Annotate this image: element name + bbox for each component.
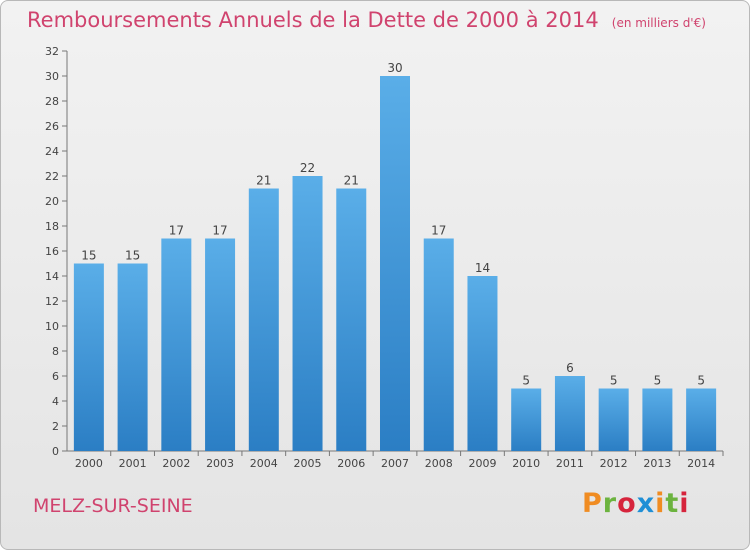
y-tick-label: 6 [52,370,59,383]
y-tick-label: 30 [45,70,59,83]
y-tick-label: 14 [45,270,59,283]
bar [511,388,542,451]
y-tick-label: 12 [45,295,59,308]
y-tick-label: 2 [52,420,59,433]
logo-letter: i [655,488,666,519]
bar [292,176,323,451]
commune-name: MELZ-SUR-SEINE [33,495,193,517]
bar [161,238,192,451]
bar-value-label: 15 [125,249,140,263]
bar-value-label: 17 [169,224,184,238]
x-tick-label: 2011 [556,457,584,470]
bar-value-label: 17 [431,224,446,238]
x-tick-label: 2000 [75,457,103,470]
bar-value-label: 30 [387,61,402,75]
bar-value-label: 5 [522,374,530,388]
bar [117,263,148,451]
y-tick-label: 24 [45,145,59,158]
y-tick-label: 28 [45,95,59,108]
bar-value-label: 21 [344,174,359,188]
chart-title-main: Remboursements Annuels de la Dette de 20… [27,8,599,32]
x-tick-label: 2003 [206,457,234,470]
x-tick-label: 2006 [337,457,365,470]
logo-letter: t [665,488,680,519]
y-tick-label: 10 [45,320,59,333]
y-tick-label: 18 [45,220,59,233]
y-tick-label: 4 [52,395,59,408]
y-tick-label: 32 [45,45,59,58]
logo-letter: i [679,488,690,519]
bar [598,388,629,451]
chart-unit-note: (en milliers d'€) [611,16,706,30]
x-tick-label: 2007 [381,457,409,470]
proxiti-logo: Proxiti [582,488,690,519]
x-tick-label: 2013 [643,457,671,470]
x-tick-label: 2004 [250,457,278,470]
chart-title: Remboursements Annuels de la Dette de 20… [27,8,706,32]
bar [380,76,410,451]
bar [336,188,367,451]
y-tick-label: 16 [45,245,59,258]
bar [423,238,454,451]
bar-value-label: 5 [654,374,662,388]
x-tick-label: 2002 [162,457,190,470]
x-tick-label: 2012 [600,457,628,470]
bar [205,238,236,451]
y-tick-label: 22 [45,170,59,183]
bar [686,388,717,451]
bar-value-label: 17 [212,224,227,238]
x-tick-label: 2001 [119,457,147,470]
bar-value-label: 5 [697,374,705,388]
bar-value-label: 14 [475,261,490,275]
y-tick-label: 26 [45,120,59,133]
x-tick-label: 2010 [512,457,540,470]
bar [642,388,673,451]
bar-value-label: 22 [300,161,315,175]
bar-value-label: 21 [256,174,271,188]
bar [554,376,585,451]
bar-value-label: 6 [566,361,574,375]
x-tick-label: 2009 [468,457,496,470]
logo-letter: r [602,488,618,519]
bar-value-label: 15 [81,249,96,263]
logo-letter: P [582,488,603,519]
y-tick-label: 8 [52,345,59,358]
logo-letter: o [617,488,637,519]
logo-letter: x [636,488,656,519]
bar [248,188,279,451]
y-tick-label: 0 [52,445,59,458]
x-tick-label: 2005 [294,457,322,470]
bar-value-label: 5 [610,374,618,388]
y-tick-label: 20 [45,195,59,208]
x-tick-label: 2008 [425,457,453,470]
x-tick-label: 2014 [687,457,715,470]
bar [73,263,104,451]
bar [467,276,498,451]
